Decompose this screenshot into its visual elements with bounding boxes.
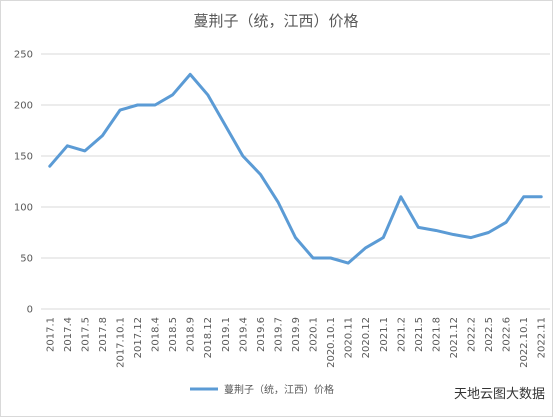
x-tick-label: 2020.1 xyxy=(309,317,320,352)
x-tick-label: 2017.4 xyxy=(63,317,74,352)
x-tick-label: 2017.10.1 xyxy=(115,317,126,368)
x-tick-label: 2021.8 xyxy=(431,317,442,352)
legend-label: 蔓荆子（统，江西）价格 xyxy=(224,383,334,396)
x-tick-label: 2017.12 xyxy=(133,317,144,358)
x-tick-label: 2017.5 xyxy=(80,317,91,352)
data-line xyxy=(48,72,543,265)
x-tick-label: 2017.1 xyxy=(45,317,56,352)
x-tick-label: 2019.6 xyxy=(256,317,267,352)
x-tick-label: 2021.12 xyxy=(449,317,460,358)
chart-title: 蔓荆子（统，江西）价格 xyxy=(193,12,358,30)
y-tick-label: 200 xyxy=(14,101,33,112)
x-tick-label: 2019.4 xyxy=(238,317,249,352)
x-tick-label: 2020.12 xyxy=(361,317,372,358)
x-tick-label: 2019.1 xyxy=(221,317,232,352)
y-tick-label: 50 xyxy=(20,254,33,265)
x-tick-label: 2021.5 xyxy=(414,317,425,352)
x-tick-label: 2018.5 xyxy=(168,317,179,352)
y-tick-label: 0 xyxy=(27,305,33,316)
x-tick-label: 2021.2 xyxy=(396,317,407,352)
x-tick-label: 2018.12 xyxy=(203,317,214,358)
y-tick-label: 150 xyxy=(14,152,33,163)
x-tick-label: 2021.1 xyxy=(379,317,390,352)
x-tick-label: 2022.2 xyxy=(467,317,478,352)
y-tick-label: 250 xyxy=(14,50,33,61)
x-tick-label: 2018.4 xyxy=(151,317,162,352)
watermark: 天地云图大数据 xyxy=(454,387,545,402)
x-tick-label: 2018.9 xyxy=(186,317,197,352)
x-tick-label: 2022.10.1 xyxy=(519,317,530,368)
x-tick-label: 2020.10.1 xyxy=(326,317,337,368)
y-tick-label: 100 xyxy=(14,203,33,214)
x-tick-label: 2020.11 xyxy=(344,317,355,358)
x-tick-label: 2022.5 xyxy=(484,317,495,352)
x-tick-label: 2017.8 xyxy=(98,317,109,352)
x-tick-label: 2022.11 xyxy=(537,317,548,358)
x-tick-label: 2022.6 xyxy=(502,317,513,352)
x-tick-label: 2019.7 xyxy=(273,317,284,352)
x-tick-label: 2019.9 xyxy=(291,317,302,352)
